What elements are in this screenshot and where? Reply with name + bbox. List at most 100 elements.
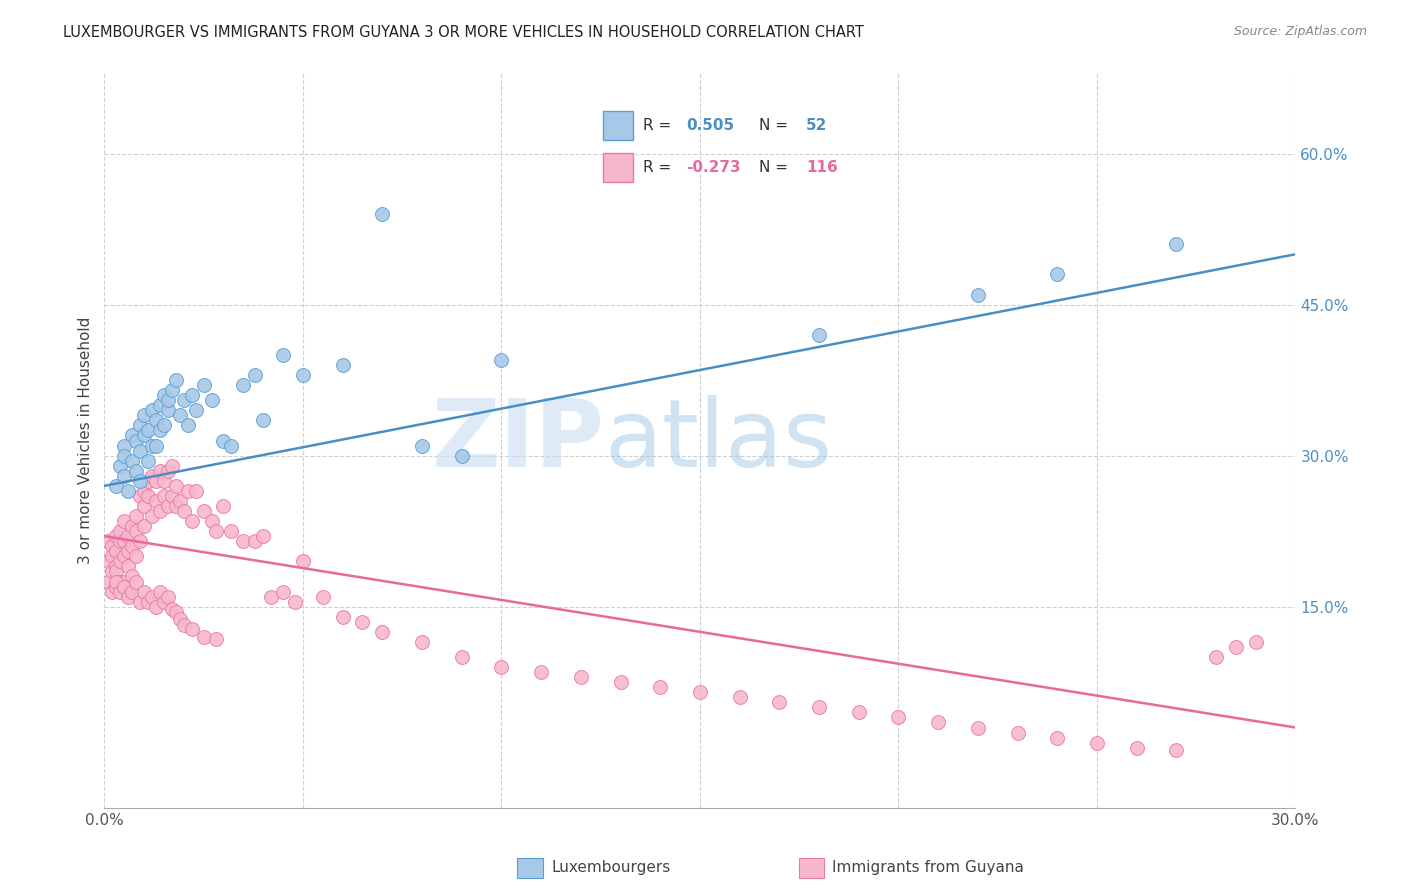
Point — [180, 388, 202, 402]
Point — [105, 544, 128, 558]
Text: Luxembourgers: Luxembourgers — [551, 860, 671, 874]
Point — [101, 549, 124, 564]
Point — [173, 393, 195, 408]
Point — [165, 479, 187, 493]
Point — [1205, 650, 1227, 665]
Point — [1166, 237, 1188, 252]
Text: ZIP: ZIP — [432, 394, 605, 486]
Point — [1046, 268, 1069, 282]
Point — [177, 483, 200, 498]
Point — [112, 549, 135, 564]
Point — [204, 632, 226, 646]
Point — [136, 424, 159, 438]
Point — [232, 378, 254, 392]
Point — [125, 574, 148, 589]
Point — [129, 534, 152, 549]
Point — [180, 622, 202, 636]
Point — [153, 594, 176, 608]
Point — [145, 413, 167, 427]
Point — [689, 685, 711, 699]
Point — [153, 474, 176, 488]
Point — [156, 464, 179, 478]
Point — [105, 580, 128, 594]
Point — [530, 665, 553, 680]
Point — [132, 428, 155, 442]
Point — [136, 474, 159, 488]
Point — [165, 373, 187, 387]
Point — [212, 434, 235, 448]
Point — [121, 569, 143, 583]
Point — [569, 670, 592, 684]
Point — [728, 690, 751, 705]
Point — [1166, 742, 1188, 756]
Point — [125, 524, 148, 538]
Point — [173, 504, 195, 518]
Point — [491, 353, 513, 368]
Point — [966, 721, 988, 735]
Point — [117, 590, 139, 604]
Point — [371, 624, 394, 639]
Point — [117, 559, 139, 574]
Point — [450, 650, 472, 665]
Point — [117, 529, 139, 543]
Point — [132, 409, 155, 423]
Point — [160, 383, 183, 397]
Point — [184, 403, 207, 417]
Point — [887, 710, 910, 724]
Point — [165, 499, 187, 513]
Point — [110, 554, 132, 568]
Point — [1125, 740, 1147, 755]
Point — [105, 479, 128, 493]
Point — [125, 434, 148, 448]
Point — [112, 439, 135, 453]
Point — [117, 483, 139, 498]
Point — [160, 601, 183, 615]
Point — [169, 494, 191, 508]
Point — [145, 494, 167, 508]
Point — [808, 327, 831, 342]
Point — [271, 584, 294, 599]
Point — [165, 605, 187, 619]
Point — [136, 594, 159, 608]
Point — [927, 715, 949, 730]
Point — [169, 409, 191, 423]
Point — [105, 574, 128, 589]
Point — [156, 393, 179, 408]
Point — [145, 439, 167, 453]
Point — [110, 458, 132, 473]
Point — [112, 574, 135, 589]
Point — [121, 539, 143, 553]
Point — [121, 453, 143, 467]
Point — [132, 584, 155, 599]
Point — [173, 617, 195, 632]
Point — [97, 574, 120, 589]
Point — [966, 287, 988, 301]
Point — [768, 695, 790, 709]
Point — [149, 398, 172, 412]
Point — [97, 534, 120, 549]
Point — [101, 539, 124, 553]
Y-axis label: 3 or more Vehicles in Household: 3 or more Vehicles in Household — [79, 317, 93, 565]
Point — [245, 534, 267, 549]
Point — [1225, 640, 1247, 654]
Point — [332, 358, 354, 372]
Point — [332, 609, 354, 624]
Point — [112, 534, 135, 549]
Point — [112, 449, 135, 463]
Point — [371, 207, 394, 221]
Point — [141, 439, 163, 453]
Point — [212, 499, 235, 513]
Point — [136, 453, 159, 467]
Point — [105, 559, 128, 574]
Point — [200, 514, 222, 528]
Point — [110, 534, 132, 549]
Point — [141, 403, 163, 417]
Point — [291, 554, 314, 568]
Point — [121, 428, 143, 442]
Point — [117, 544, 139, 558]
Point — [260, 590, 283, 604]
Point — [848, 706, 870, 720]
Point — [121, 584, 143, 599]
Text: LUXEMBOURGER VS IMMIGRANTS FROM GUYANA 3 OR MORE VEHICLES IN HOUSEHOLD CORRELATI: LUXEMBOURGER VS IMMIGRANTS FROM GUYANA 3… — [63, 25, 865, 40]
Point — [491, 660, 513, 674]
